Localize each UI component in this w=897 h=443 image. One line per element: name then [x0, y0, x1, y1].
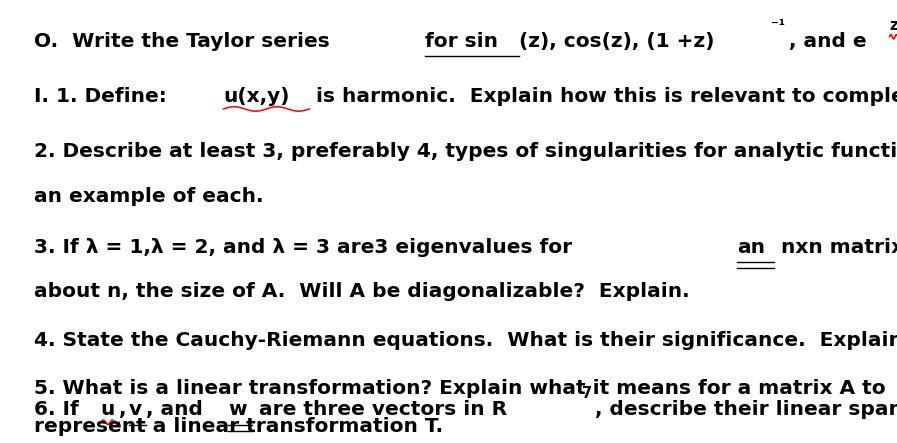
- Text: represent a linear transformation T.: represent a linear transformation T.: [34, 417, 443, 436]
- Text: an example of each.: an example of each.: [34, 187, 264, 206]
- Text: are three vectors in R: are three vectors in R: [252, 400, 508, 419]
- Text: z: z: [890, 18, 897, 33]
- Text: w: w: [229, 400, 247, 419]
- Text: 6. If: 6. If: [34, 400, 86, 419]
- Text: , and e: , and e: [789, 31, 867, 51]
- Text: u(x,y): u(x,y): [223, 87, 290, 106]
- Text: 5. What is a linear transformation? Explain what it means for a matrix A to: 5. What is a linear transformation? Expl…: [34, 379, 885, 398]
- Text: 7: 7: [581, 386, 592, 401]
- Text: for sin: for sin: [425, 31, 498, 51]
- Text: nxn matrix A, what can you say: nxn matrix A, what can you say: [773, 237, 897, 256]
- Text: 2. Describe at least 3, preferably 4, types of singularities for analytic functi: 2. Describe at least 3, preferably 4, ty…: [34, 142, 897, 161]
- Text: ,: ,: [119, 400, 126, 419]
- Text: , and: , and: [146, 400, 210, 419]
- Text: 4. State the Cauchy-Riemann equations.  What is their significance.  Explain.: 4. State the Cauchy-Riemann equations. W…: [34, 330, 897, 350]
- Text: , describe their linear span.: , describe their linear span.: [595, 400, 897, 419]
- Text: O.  Write the Taylor series: O. Write the Taylor series: [34, 31, 337, 51]
- Text: is harmonic.  Explain how this is relevant to complex variables.: is harmonic. Explain how this is relevan…: [309, 87, 897, 106]
- Text: I. 1. Define:: I. 1. Define:: [34, 87, 181, 106]
- Text: v: v: [129, 400, 143, 419]
- Text: about n, the size of A.  Will A be diagonalizable?  Explain.: about n, the size of A. Will A be diagon…: [34, 282, 690, 301]
- Text: an: an: [737, 237, 765, 256]
- Text: ⁻¹: ⁻¹: [771, 18, 785, 33]
- Text: (z), cos(z), (1 +z): (z), cos(z), (1 +z): [519, 31, 714, 51]
- Text: u: u: [100, 400, 115, 419]
- Text: 3. If λ = 1,λ = 2, and λ = 3 are3 eigenvalues for: 3. If λ = 1,λ = 2, and λ = 3 are3 eigenv…: [34, 237, 579, 256]
